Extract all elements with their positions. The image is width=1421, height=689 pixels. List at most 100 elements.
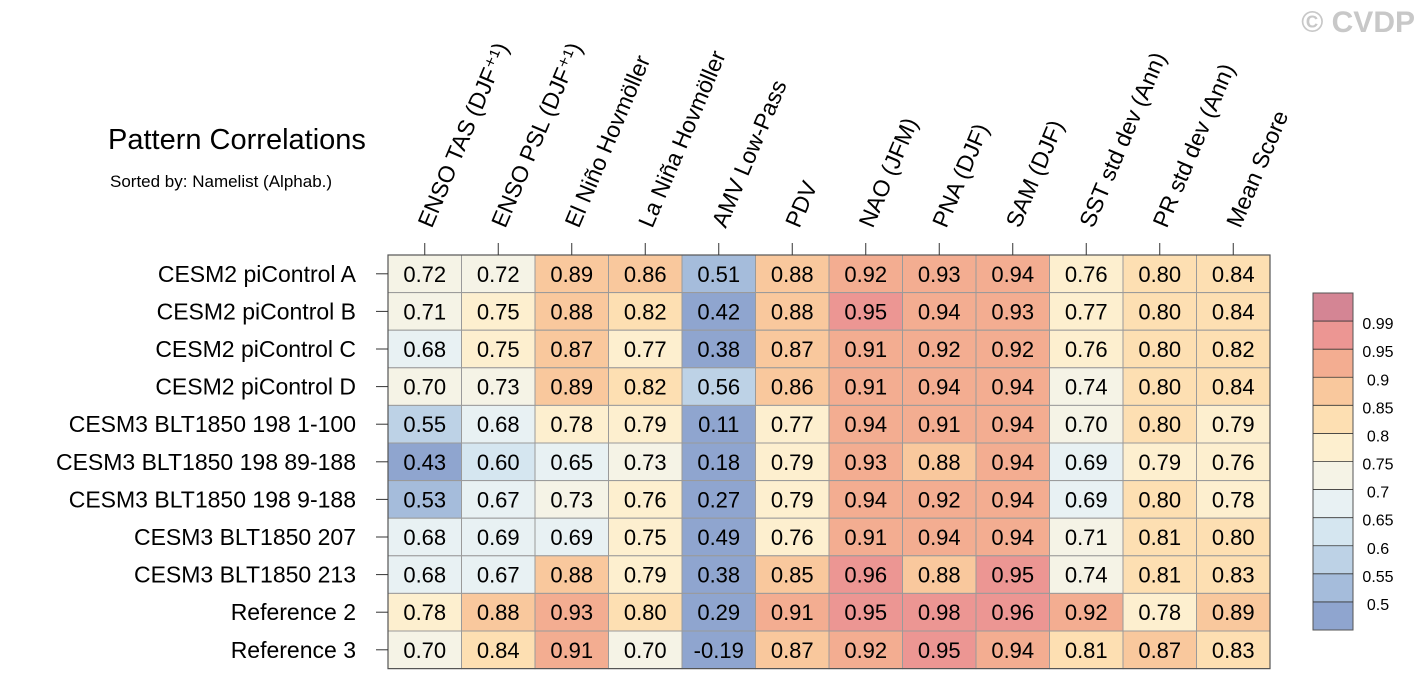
heatmap-cell xyxy=(387,329,462,369)
cell-value-label: 0.78 xyxy=(1138,600,1181,625)
cell-value-label: 0.72 xyxy=(403,262,446,287)
heatmap-cell xyxy=(1049,630,1124,670)
cell-value-label: 0.98 xyxy=(918,600,961,625)
cell-value-label: 0.76 xyxy=(1065,262,1108,287)
cell-value-label: 0.84 xyxy=(477,638,520,663)
heatmap-cell xyxy=(681,480,756,519)
cell-value-label: 0.73 xyxy=(550,487,593,512)
cell-value-label: 0.79 xyxy=(624,563,667,588)
heatmap-cell xyxy=(608,517,683,557)
chart-title: Pattern Correlations xyxy=(108,124,366,156)
cell-value-label: 0.74 xyxy=(1065,375,1108,400)
heatmap-cell xyxy=(1049,592,1124,632)
row-label: CESM3 BLT1850 198 89-188 xyxy=(56,449,356,475)
cell-value-label: 0.55 xyxy=(403,412,446,437)
cell-value-label: 0.43 xyxy=(403,450,446,475)
cell-value-label: 0.77 xyxy=(1065,299,1108,324)
column-label: NAO (JFM) xyxy=(853,114,922,231)
cell-value-label: 0.38 xyxy=(697,337,740,362)
column-label: SAM (DJF) xyxy=(1000,116,1068,231)
cell-value-label: 0.79 xyxy=(771,487,814,512)
cell-value-label: 0.71 xyxy=(1065,525,1108,550)
heatmap-cell xyxy=(755,517,830,557)
heatmap-cell xyxy=(681,292,756,331)
colorbar-label: 0.55 xyxy=(1362,569,1393,586)
column-label: PDV xyxy=(780,177,823,231)
heatmap-cell xyxy=(534,329,609,369)
cell-value-label: 0.80 xyxy=(1212,525,1255,550)
cell-value-label: 0.76 xyxy=(624,487,667,512)
cell-value-label: 0.69 xyxy=(1065,487,1108,512)
heatmap-cell xyxy=(1049,367,1124,406)
cell-value-label: 0.88 xyxy=(918,563,961,588)
cell-value-label: 0.96 xyxy=(844,563,887,588)
cell-value-label: 0.94 xyxy=(991,375,1034,400)
cell-value-label: 0.94 xyxy=(991,487,1034,512)
cell-value-label: 0.91 xyxy=(550,638,593,663)
heatmap-cell xyxy=(608,442,683,482)
row-label: CESM3 BLT1850 207 xyxy=(134,524,356,550)
heatmap-cell xyxy=(608,555,683,594)
cell-value-label: 0.92 xyxy=(1065,600,1108,625)
heatmap-cell xyxy=(681,442,756,482)
heatmap-cell xyxy=(755,630,830,670)
cell-value-label: 0.88 xyxy=(771,299,814,324)
cell-value-label: 0.92 xyxy=(991,337,1034,362)
row-label: Reference 2 xyxy=(231,599,356,625)
cell-value-label: 0.80 xyxy=(1138,487,1181,512)
cell-value-label: 0.80 xyxy=(1138,337,1181,362)
cell-value-label: 0.95 xyxy=(991,563,1034,588)
cell-value-label: 0.91 xyxy=(918,412,961,437)
cell-value-label: 0.87 xyxy=(771,638,814,663)
cell-value-label: 0.73 xyxy=(477,375,520,400)
cell-value-label: 0.81 xyxy=(1138,563,1181,588)
colorbar-swatch xyxy=(1313,349,1353,378)
row-label: CESM3 BLT1850 198 1-100 xyxy=(69,411,356,437)
cell-value-label: 0.77 xyxy=(624,337,667,362)
heatmap-cell xyxy=(534,630,609,670)
heatmap-cell xyxy=(1122,480,1197,519)
cell-value-label: 0.70 xyxy=(624,638,667,663)
heatmap-cell xyxy=(1196,630,1271,670)
cell-value-label: 0.91 xyxy=(844,375,887,400)
heatmap-cell xyxy=(608,592,683,632)
cell-value-label: 0.70 xyxy=(403,638,446,663)
column-label: AMV Low-Pass xyxy=(706,76,791,231)
colorbar-label: 0.8 xyxy=(1367,428,1389,445)
cell-value-label: 0.93 xyxy=(550,600,593,625)
cell-value-label: 0.86 xyxy=(771,375,814,400)
heatmap-cell xyxy=(387,555,462,594)
heatmap-cell xyxy=(755,292,830,331)
cell-value-label: 0.95 xyxy=(918,638,961,663)
cell-value-label: 0.87 xyxy=(550,337,593,362)
colorbar-label: 0.65 xyxy=(1362,513,1393,530)
heatmap-cell xyxy=(681,517,756,557)
cell-value-label: 0.84 xyxy=(1212,299,1255,324)
cell-value-label: 0.92 xyxy=(844,638,887,663)
heatmap-cell xyxy=(1196,404,1271,444)
column-label: Mean Score xyxy=(1221,107,1293,231)
colorbar-label: 0.7 xyxy=(1367,485,1389,502)
row-label: CESM2 piControl D xyxy=(155,374,356,400)
row-label: CESM2 piControl B xyxy=(157,298,356,324)
colorbar-swatch xyxy=(1313,461,1353,490)
heatmap-cell xyxy=(902,442,977,482)
cell-value-label: 0.94 xyxy=(844,487,887,512)
cell-value-label: 0.84 xyxy=(1212,262,1255,287)
cell-value-label: 0.80 xyxy=(1138,262,1181,287)
heatmap-cell xyxy=(1196,480,1271,519)
cell-value-label: 0.83 xyxy=(1212,563,1255,588)
heatmap-cell xyxy=(1122,442,1197,482)
chart-subtitle: Sorted by: Namelist (Alphab.) xyxy=(110,172,333,191)
colorbar-label: 0.5 xyxy=(1367,597,1389,614)
cell-value-label: 0.74 xyxy=(1065,563,1108,588)
cell-value-label: 0.91 xyxy=(844,337,887,362)
heatmap-cell xyxy=(1122,555,1197,594)
colorbar-swatch xyxy=(1313,293,1353,322)
heatmap-cell xyxy=(755,592,830,632)
cell-value-label: 0.93 xyxy=(991,299,1034,324)
colorbar-swatch xyxy=(1313,321,1353,350)
heatmap-cell xyxy=(461,442,536,482)
cell-value-label: 0.91 xyxy=(771,600,814,625)
